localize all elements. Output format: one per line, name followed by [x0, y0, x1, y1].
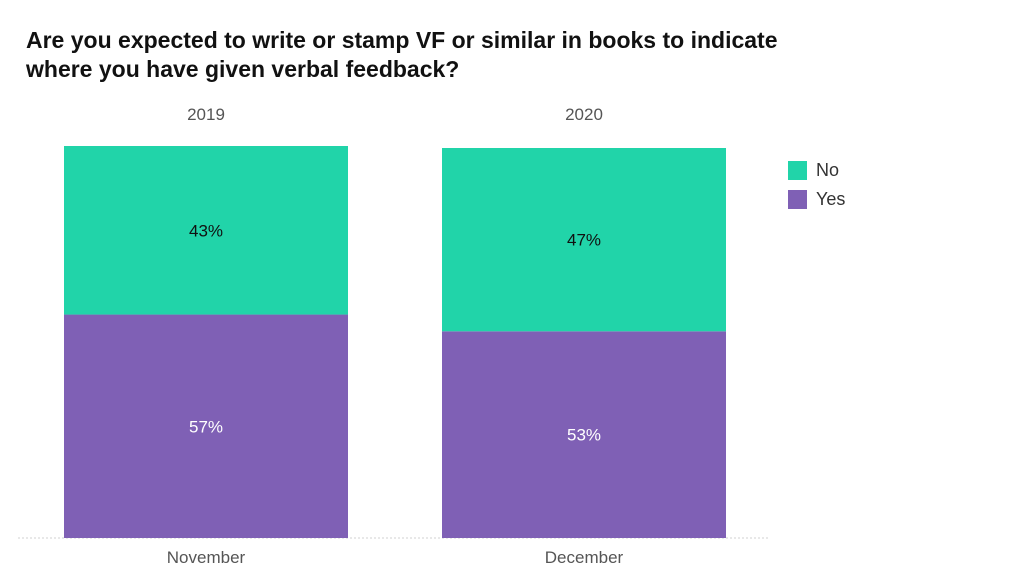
legend-item-yes: Yes	[788, 185, 845, 214]
bar-segment-no-december	[442, 148, 726, 332]
legend-label-no: No	[816, 160, 840, 180]
legend-label-yes: Yes	[816, 189, 846, 209]
category-label-december: December	[545, 548, 624, 567]
legend: No Yes	[788, 156, 845, 214]
data-label-no-december: 47%	[567, 231, 601, 250]
chart-title: Are you expected to write or stamp VF or…	[26, 27, 778, 82]
legend-swatch-no	[788, 161, 807, 180]
bar-segment-yes-december	[442, 331, 726, 538]
data-label-yes-november: 57%	[189, 417, 223, 436]
category-label-november: November	[167, 548, 246, 567]
legend-item-no: No	[788, 156, 845, 185]
legend-swatch-yes	[788, 190, 807, 209]
group-label-2019: 2019	[187, 105, 225, 124]
group-label-2020: 2020	[565, 105, 603, 124]
bar-segment-yes-november	[64, 314, 348, 538]
bar-segment-no-november	[64, 146, 348, 315]
data-label-no-november: 43%	[189, 221, 223, 240]
bars-layer: 57% 43% 2019 November 53% 47% 2020 December	[64, 105, 726, 567]
data-label-yes-december: 53%	[567, 426, 601, 445]
